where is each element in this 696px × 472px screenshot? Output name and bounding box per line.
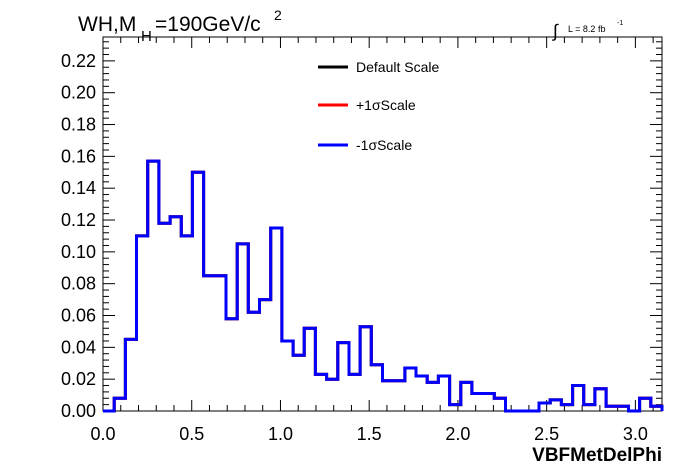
x-tick-label: 2.0	[445, 424, 470, 444]
legend-label-default: Default Scale	[356, 59, 439, 75]
x-tick-label: 1.0	[268, 424, 293, 444]
x-tick-labels: 0.0 0.5 1.0 1.5 2.0 2.5 3.0	[90, 424, 647, 444]
plot-frame	[102, 36, 663, 412]
y-tick-label: 0.08	[61, 274, 96, 294]
y-tick-label: 0.10	[61, 242, 96, 262]
x-axis-title: VBFMetDelPhi	[532, 445, 662, 466]
title-main: =190GeV/c	[155, 13, 261, 36]
y-tick-labels: 0.00 0.02 0.04 0.06 0.08 0.10 0.12 0.14 0.16 0.18…	[61, 51, 96, 421]
x-tick-label: 3.0	[623, 424, 648, 444]
y-tick-label: 0.12	[61, 210, 96, 230]
y-tick-label: 0.02	[61, 369, 96, 389]
y-tick-label: 0.16	[61, 146, 96, 166]
x-tick-label: 1.5	[357, 424, 382, 444]
x-tick-label: 0.0	[90, 424, 115, 444]
legend-label-minus1sigma: -1σScale	[356, 137, 412, 153]
title-superscript: 2	[274, 7, 282, 23]
histogram-line-minus1sigma	[103, 159, 664, 413]
axis-ticks	[102, 37, 662, 412]
title-prefix: WH,M	[78, 13, 136, 36]
legend: Default Scale +1σScale -1σScale	[318, 59, 439, 153]
y-tick-label: 0.18	[61, 115, 96, 135]
x-tick-label: 2.5	[534, 424, 559, 444]
luminosity-superscript: -1	[617, 20, 623, 27]
y-tick-label: 0.14	[61, 178, 96, 198]
y-tick-label: 0.04	[61, 337, 96, 357]
y-tick-label: 0.22	[61, 51, 96, 71]
legend-label-plus1sigma: +1σScale	[356, 97, 416, 113]
luminosity-label: L = 8.2 fb	[568, 24, 605, 34]
y-tick-label: 0.00	[61, 401, 96, 421]
x-tick-label: 0.5	[179, 424, 204, 444]
y-tick-label: 0.20	[61, 83, 96, 103]
luminosity-integral-sign: ∫	[551, 21, 559, 41]
y-tick-label: 0.06	[61, 306, 96, 326]
histogram-series	[103, 159, 664, 413]
